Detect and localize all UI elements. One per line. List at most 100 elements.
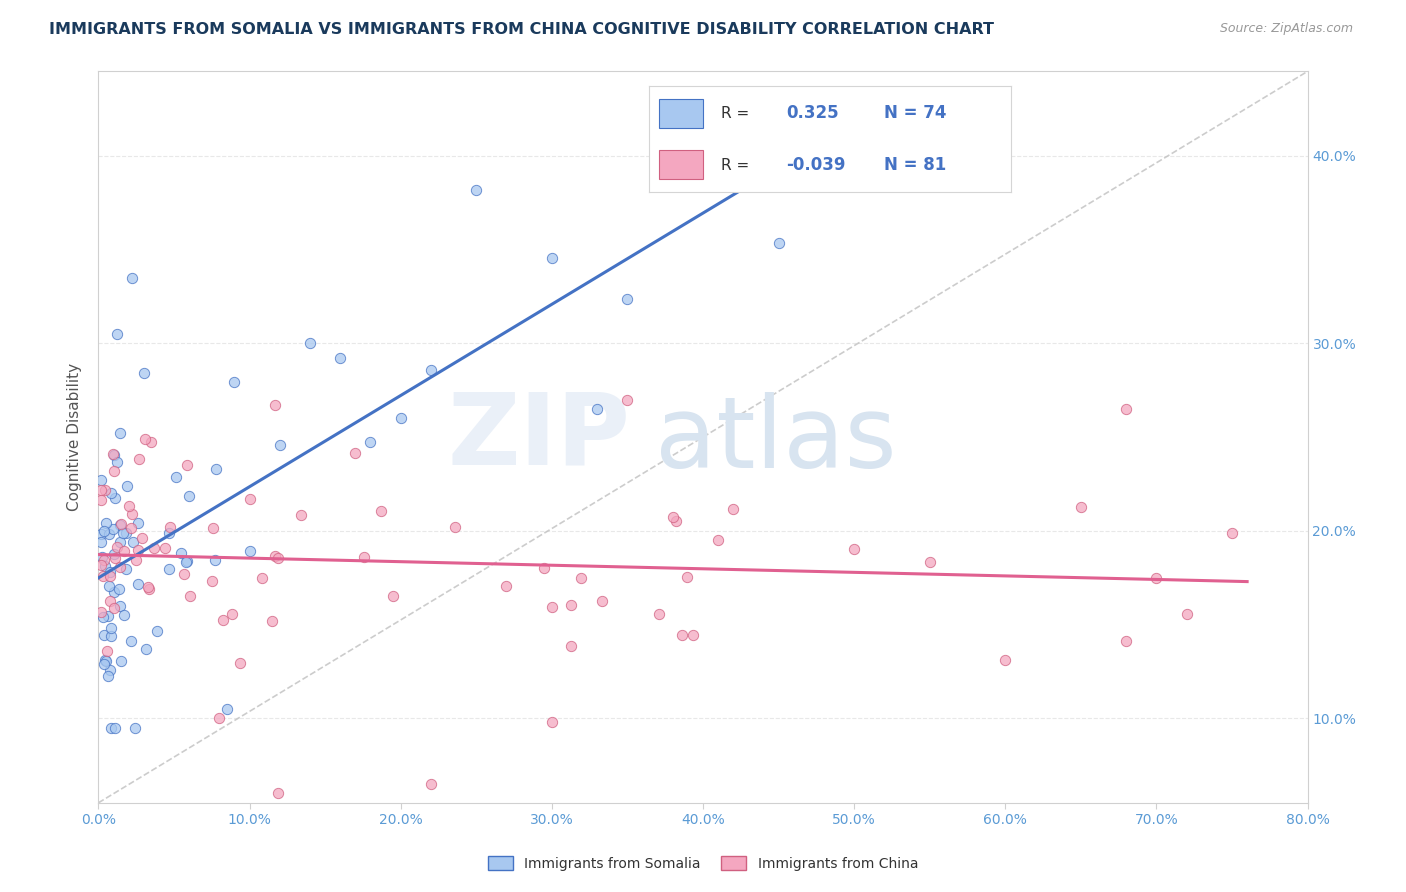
- Point: [127, 516, 149, 530]
- Point: [138, 582, 160, 597]
- Point: [121, 270, 143, 285]
- Point: [1175, 607, 1198, 621]
- Point: [616, 392, 638, 407]
- Point: [360, 435, 382, 450]
- Point: [110, 535, 132, 549]
- Point: [540, 715, 562, 730]
- Point: [100, 486, 122, 500]
- Point: [93, 553, 115, 567]
- Point: [103, 601, 125, 615]
- Point: [97, 669, 120, 683]
- Point: [329, 351, 352, 365]
- Point: [179, 590, 201, 604]
- Point: [112, 607, 135, 622]
- Point: [98, 593, 121, 607]
- Y-axis label: Cognitive Disability: Cognitive Disability: [67, 363, 83, 511]
- Point: [90, 527, 112, 541]
- Text: IMMIGRANTS FROM SOMALIA VS IMMIGRANTS FROM CHINA COGNITIVE DISABILITY CORRELATIO: IMMIGRANTS FROM SOMALIA VS IMMIGRANTS FR…: [49, 22, 994, 37]
- Point: [444, 519, 467, 533]
- Point: [90, 483, 112, 497]
- Point: [1220, 526, 1243, 541]
- Point: [136, 580, 159, 594]
- Point: [115, 479, 138, 493]
- Point: [105, 326, 128, 341]
- Point: [239, 544, 262, 558]
- Point: [540, 251, 562, 265]
- Point: [616, 292, 638, 306]
- Point: [533, 561, 555, 575]
- Point: [465, 183, 488, 197]
- Legend: Immigrants from Somalia, Immigrants from China: Immigrants from Somalia, Immigrants from…: [482, 850, 924, 876]
- Point: [108, 560, 131, 574]
- Point: [104, 550, 127, 565]
- Point: [127, 577, 149, 591]
- Point: [100, 630, 122, 644]
- Point: [104, 721, 127, 735]
- Point: [208, 710, 231, 724]
- Point: [204, 553, 226, 567]
- Point: [675, 570, 697, 584]
- Text: Source: ZipAtlas.com: Source: ZipAtlas.com: [1219, 22, 1353, 36]
- Point: [120, 521, 142, 535]
- Point: [1115, 634, 1137, 648]
- Point: [103, 448, 125, 462]
- Point: [97, 526, 120, 541]
- Point: [103, 585, 125, 599]
- Point: [723, 112, 745, 126]
- Point: [93, 524, 115, 538]
- Point: [176, 553, 198, 567]
- Point: [108, 599, 131, 614]
- Point: [118, 499, 141, 513]
- Point: [97, 578, 120, 592]
- Point: [97, 609, 120, 624]
- Point: [215, 702, 238, 716]
- Point: [768, 236, 790, 251]
- Point: [128, 451, 150, 466]
- Point: [93, 657, 115, 672]
- Point: [994, 653, 1017, 667]
- Point: [224, 376, 246, 390]
- Point: [647, 607, 669, 621]
- Point: [93, 558, 115, 573]
- Point: [91, 569, 114, 583]
- Point: [143, 541, 166, 555]
- Point: [121, 507, 143, 521]
- Point: [125, 552, 148, 566]
- Point: [132, 367, 155, 381]
- Point: [90, 605, 112, 619]
- Point: [176, 458, 198, 472]
- Point: [221, 607, 243, 622]
- Point: [262, 614, 284, 628]
- Point: [108, 425, 131, 440]
- Point: [110, 516, 132, 531]
- Point: [90, 473, 112, 487]
- Point: [100, 721, 122, 735]
- Point: [124, 721, 146, 735]
- Point: [844, 542, 866, 557]
- Point: [112, 543, 135, 558]
- Point: [389, 411, 412, 425]
- Point: [569, 571, 592, 585]
- Point: [101, 447, 124, 461]
- Text: ZIP: ZIP: [447, 389, 630, 485]
- Point: [90, 549, 112, 564]
- Point: [269, 438, 291, 452]
- Point: [1115, 401, 1137, 416]
- Point: [586, 401, 609, 416]
- Point: [290, 508, 312, 523]
- Point: [343, 446, 366, 460]
- Point: [153, 541, 176, 555]
- Point: [560, 598, 582, 612]
- Point: [120, 633, 142, 648]
- Point: [100, 621, 122, 635]
- Point: [661, 510, 683, 524]
- Point: [707, 533, 730, 548]
- Point: [94, 483, 117, 497]
- Point: [420, 363, 443, 377]
- Point: [110, 517, 132, 532]
- Point: [370, 504, 392, 518]
- Point: [115, 561, 138, 575]
- Point: [100, 663, 122, 677]
- Point: [267, 786, 290, 800]
- Point: [94, 654, 117, 668]
